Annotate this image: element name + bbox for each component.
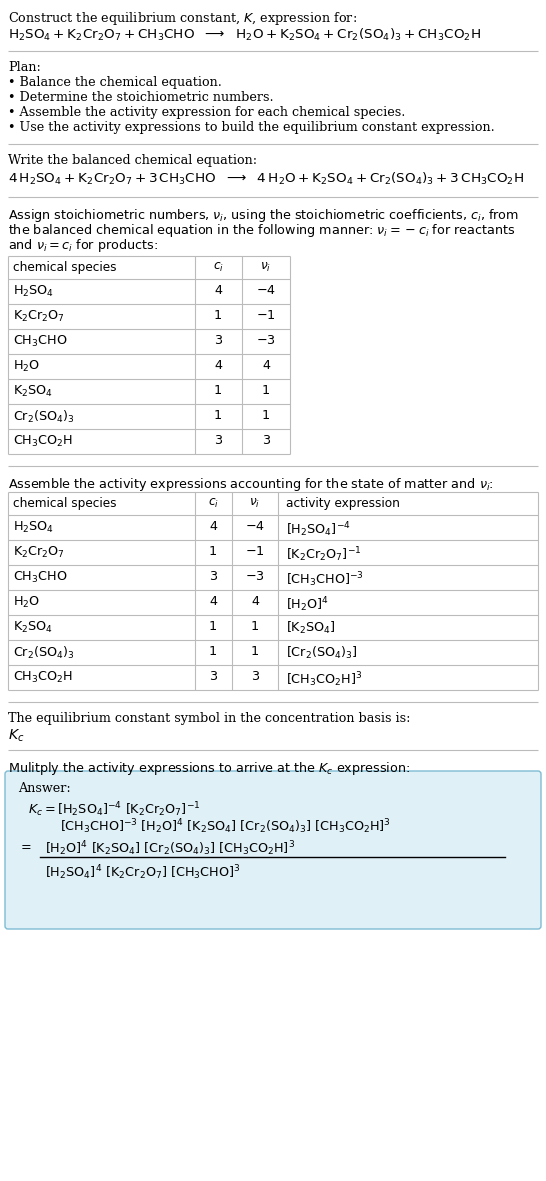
- Text: $[\mathrm{H_2SO_4}]^{-4}$: $[\mathrm{H_2SO_4}]^{-4}$: [286, 520, 351, 539]
- Text: $[\mathrm{K_2Cr_2O_7}]^{-1}$: $[\mathrm{K_2Cr_2O_7}]^{-1}$: [286, 544, 361, 563]
- Text: 3: 3: [262, 433, 270, 446]
- Text: 1: 1: [209, 645, 217, 658]
- FancyBboxPatch shape: [5, 771, 541, 929]
- Text: $\mathrm{H_2SO_4 + K_2Cr_2O_7 + CH_3CHO}$  $\longrightarrow$  $\mathrm{H_2O + K_: $\mathrm{H_2SO_4 + K_2Cr_2O_7 + CH_3CHO}…: [8, 27, 481, 43]
- Text: and $\nu_i = c_i$ for products:: and $\nu_i = c_i$ for products:: [8, 237, 158, 254]
- Text: The equilibrium constant symbol in the concentration basis is:: The equilibrium constant symbol in the c…: [8, 712, 411, 725]
- Text: the balanced chemical equation in the following manner: $\nu_i = -c_i$ for react: the balanced chemical equation in the fo…: [8, 222, 515, 239]
- Text: 1: 1: [251, 645, 259, 658]
- Text: • Assemble the activity expression for each chemical species.: • Assemble the activity expression for e…: [8, 106, 405, 119]
- Text: Plan:: Plan:: [8, 61, 41, 74]
- Text: 1: 1: [262, 409, 270, 422]
- Text: $[\mathrm{H_2O}]^4\ [\mathrm{K_2SO_4}]\ [\mathrm{Cr_2(SO_4)_3}]\ [\mathrm{CH_3CO: $[\mathrm{H_2O}]^4\ [\mathrm{K_2SO_4}]\ …: [45, 839, 295, 857]
- Text: 1: 1: [251, 620, 259, 633]
- Text: $\mathrm{K_2SO_4}$: $\mathrm{K_2SO_4}$: [13, 384, 53, 399]
- Text: $\mathrm{Cr_2(SO_4)_3}$: $\mathrm{Cr_2(SO_4)_3}$: [13, 409, 75, 425]
- Text: $\mathrm{H_2O}$: $\mathrm{H_2O}$: [13, 595, 40, 611]
- Text: $[\mathrm{CH_3CHO}]^{-3}\ [\mathrm{H_2O}]^4\ [\mathrm{K_2SO_4}]\ [\mathrm{Cr_2(S: $[\mathrm{CH_3CHO}]^{-3}\ [\mathrm{H_2O}…: [60, 817, 391, 836]
- Text: $\mathrm{K_2SO_4}$: $\mathrm{K_2SO_4}$: [13, 620, 53, 635]
- Text: 4: 4: [214, 359, 222, 372]
- Text: $-4$: $-4$: [245, 520, 265, 533]
- Text: 3: 3: [209, 570, 217, 583]
- Text: $\mathrm{CH_3CO_2H}$: $\mathrm{CH_3CO_2H}$: [13, 670, 73, 685]
- Text: $\nu_i$: $\nu_i$: [250, 497, 260, 510]
- Text: 3: 3: [214, 334, 222, 347]
- Text: $[\mathrm{CH_3CHO}]^{-3}$: $[\mathrm{CH_3CHO}]^{-3}$: [286, 570, 364, 588]
- Text: $\mathrm{H_2O}$: $\mathrm{H_2O}$: [13, 359, 40, 374]
- Text: $-3$: $-3$: [256, 334, 276, 347]
- Text: 4: 4: [209, 595, 217, 608]
- Text: Assemble the activity expressions accounting for the state of matter and $\nu_i$: Assemble the activity expressions accoun…: [8, 476, 494, 492]
- Text: $\mathrm{CH_3CO_2H}$: $\mathrm{CH_3CO_2H}$: [13, 433, 73, 449]
- Text: 1: 1: [214, 309, 222, 322]
- Text: $\mathrm{Cr_2(SO_4)_3}$: $\mathrm{Cr_2(SO_4)_3}$: [13, 645, 75, 661]
- Text: 1: 1: [209, 620, 217, 633]
- Text: 3: 3: [209, 670, 217, 683]
- Text: Mulitply the activity expressions to arrive at the $K_c$ expression:: Mulitply the activity expressions to arr…: [8, 761, 410, 777]
- Text: $=$: $=$: [18, 839, 32, 852]
- Text: $\mathrm{CH_3CHO}$: $\mathrm{CH_3CHO}$: [13, 334, 68, 350]
- Text: $-1$: $-1$: [256, 309, 276, 322]
- Text: $K_c$: $K_c$: [8, 727, 25, 744]
- Text: Construct the equilibrium constant, $K$, expression for:: Construct the equilibrium constant, $K$,…: [8, 9, 357, 27]
- Text: $\nu_i$: $\nu_i$: [260, 261, 271, 274]
- Text: $\mathrm{H_2SO_4}$: $\mathrm{H_2SO_4}$: [13, 283, 54, 299]
- Text: 1: 1: [214, 384, 222, 397]
- Text: • Balance the chemical equation.: • Balance the chemical equation.: [8, 76, 222, 89]
- Text: chemical species: chemical species: [13, 261, 116, 274]
- Text: 1: 1: [209, 544, 217, 557]
- Text: $\mathrm{4\,H_2SO_4 + K_2Cr_2O_7 + 3\,CH_3CHO}$  $\longrightarrow$  $\mathrm{4\,: $\mathrm{4\,H_2SO_4 + K_2Cr_2O_7 + 3\,CH…: [8, 171, 524, 187]
- Text: $\mathrm{K_2Cr_2O_7}$: $\mathrm{K_2Cr_2O_7}$: [13, 544, 65, 560]
- Text: Answer:: Answer:: [18, 782, 71, 795]
- Text: • Determine the stoichiometric numbers.: • Determine the stoichiometric numbers.: [8, 91, 274, 104]
- Text: $\mathrm{K_2Cr_2O_7}$: $\mathrm{K_2Cr_2O_7}$: [13, 309, 65, 324]
- Text: 3: 3: [251, 670, 259, 683]
- Text: 3: 3: [214, 433, 222, 446]
- Text: • Use the activity expressions to build the equilibrium constant expression.: • Use the activity expressions to build …: [8, 120, 495, 133]
- Text: activity expression: activity expression: [286, 497, 400, 510]
- Text: 1: 1: [262, 384, 270, 397]
- Text: $[\mathrm{H_2SO_4}]^4\ [\mathrm{K_2Cr_2O_7}]\ [\mathrm{CH_3CHO}]^3$: $[\mathrm{H_2SO_4}]^4\ [\mathrm{K_2Cr_2O…: [45, 863, 241, 882]
- Text: 4: 4: [262, 359, 270, 372]
- Text: chemical species: chemical species: [13, 497, 116, 510]
- Text: 1: 1: [214, 409, 222, 422]
- Text: Write the balanced chemical equation:: Write the balanced chemical equation:: [8, 154, 257, 167]
- Text: $[\mathrm{H_2O}]^4$: $[\mathrm{H_2O}]^4$: [286, 595, 329, 614]
- Text: 4: 4: [209, 520, 217, 533]
- Text: $K_c = [\mathrm{H_2SO_4}]^{-4}\ [\mathrm{K_2Cr_2O_7}]^{-1}$: $K_c = [\mathrm{H_2SO_4}]^{-4}\ [\mathrm…: [28, 800, 200, 818]
- Text: $c_i$: $c_i$: [207, 497, 218, 510]
- Text: $\mathrm{H_2SO_4}$: $\mathrm{H_2SO_4}$: [13, 520, 54, 535]
- Text: $\mathrm{CH_3CHO}$: $\mathrm{CH_3CHO}$: [13, 570, 68, 585]
- Text: $-4$: $-4$: [256, 283, 276, 296]
- Text: $c_i$: $c_i$: [212, 261, 223, 274]
- Text: $[\mathrm{CH_3CO_2H}]^3$: $[\mathrm{CH_3CO_2H}]^3$: [286, 670, 363, 689]
- Text: Assign stoichiometric numbers, $\nu_i$, using the stoichiometric coefficients, $: Assign stoichiometric numbers, $\nu_i$, …: [8, 207, 519, 224]
- Text: 4: 4: [251, 595, 259, 608]
- Text: 4: 4: [214, 283, 222, 296]
- Text: $[\mathrm{Cr_2(SO_4)_3}]$: $[\mathrm{Cr_2(SO_4)_3}]$: [286, 645, 358, 661]
- Text: $-3$: $-3$: [245, 570, 265, 583]
- Text: $-1$: $-1$: [245, 544, 265, 557]
- Text: $[\mathrm{K_2SO_4}]$: $[\mathrm{K_2SO_4}]$: [286, 620, 336, 637]
